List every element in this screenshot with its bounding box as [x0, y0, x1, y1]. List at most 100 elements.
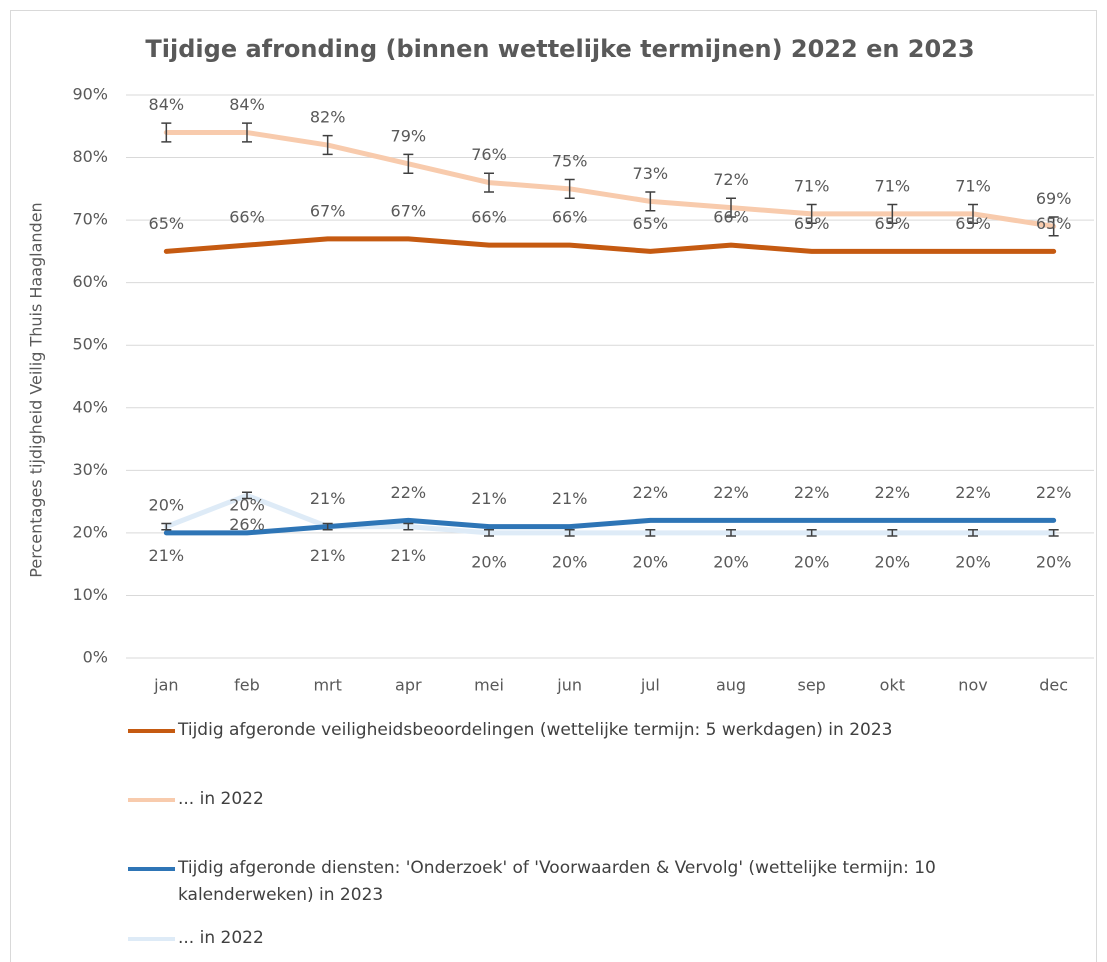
data-label: 65% [875, 214, 911, 233]
x-tick-label: apr [395, 676, 422, 695]
x-tick-label: jun [556, 676, 582, 695]
legend-swatch [128, 867, 175, 871]
error-bar [806, 203, 817, 224]
data-label: 20% [1036, 552, 1072, 571]
error-bar [322, 134, 333, 156]
y-tick-label: 30% [72, 460, 108, 479]
data-label: 20% [713, 552, 749, 571]
legend-swatch [128, 798, 175, 802]
y-tick-label: 80% [72, 147, 108, 166]
error-bar [161, 122, 172, 143]
data-label: 71% [794, 176, 830, 195]
error-bar [968, 529, 978, 537]
series-line [163, 492, 1057, 536]
legend-item: ... in 2022 [128, 786, 1028, 813]
error-bar [887, 529, 898, 537]
data-label: 21% [310, 489, 346, 508]
data-label: 22% [1036, 483, 1072, 502]
legend-label: Tijdig afgeronde diensten: 'Onderzoek' o… [178, 858, 936, 905]
data-label: 66% [713, 208, 749, 227]
error-bar [726, 529, 736, 537]
data-label: 21% [471, 489, 507, 508]
data-label: 20% [633, 552, 669, 571]
data-label: 21% [552, 489, 588, 508]
y-tick-label: 10% [72, 585, 108, 604]
y-tick-label: 20% [72, 522, 108, 541]
y-axis-label: Percentages tijdigheid Veilig Thuis Haag… [27, 202, 46, 577]
data-label: 66% [552, 208, 588, 227]
data-label: 71% [875, 176, 911, 195]
data-label: 20% [955, 552, 991, 571]
data-label: 26% [229, 515, 265, 534]
data-label: 65% [794, 214, 830, 233]
legend-label: Tijdig afgeronde veiligheidsbeoordelinge… [178, 720, 893, 740]
data-label: 66% [229, 208, 265, 227]
legend-label: ... in 2022 [178, 789, 264, 809]
error-bar [242, 491, 252, 500]
error-bar [322, 522, 333, 531]
error-bar [564, 178, 575, 199]
data-label: 71% [955, 176, 991, 195]
error-bar [645, 191, 656, 212]
data-label: 65% [149, 214, 185, 233]
y-tick-label: 0% [83, 648, 108, 667]
legend-label: ... in 2022 [178, 928, 264, 948]
chart-title: Tijdige afronding (binnen wettelijke ter… [145, 35, 974, 63]
data-label: 22% [391, 483, 427, 502]
error-bar [564, 529, 575, 537]
data-label: 20% [794, 552, 830, 571]
x-tick-label: mrt [313, 676, 341, 695]
x-tick-label: jan [153, 676, 178, 695]
y-tick-label: 60% [72, 272, 108, 291]
error-bar [403, 153, 414, 174]
data-label: 20% [229, 495, 265, 514]
legend-swatch [128, 729, 175, 733]
data-label: 22% [875, 483, 911, 502]
data-label: 84% [229, 95, 265, 114]
data-label: 73% [633, 164, 669, 183]
error-bar [403, 522, 414, 531]
data-label: 22% [633, 483, 669, 502]
x-tick-label: jul [640, 676, 660, 695]
series-line [163, 130, 1057, 229]
x-tick-label: okt [880, 676, 905, 695]
error-bar [887, 203, 898, 224]
data-label: 22% [794, 483, 830, 502]
data-label: 22% [713, 483, 749, 502]
series-line [163, 517, 1057, 536]
data-label: 82% [310, 108, 346, 127]
data-label: 72% [713, 170, 749, 189]
error-bar [645, 529, 656, 537]
error-bar [484, 529, 494, 537]
y-tick-label: 50% [72, 335, 108, 354]
data-label: 20% [875, 552, 911, 571]
x-tick-label: aug [716, 676, 746, 695]
error-bar [1048, 216, 1059, 237]
error-bar [161, 522, 172, 531]
data-label: 67% [391, 201, 427, 220]
legend-item: ... in 2022 [128, 925, 1028, 952]
x-tick-label: mei [474, 676, 504, 695]
error-bar [1048, 529, 1059, 537]
data-label: 65% [1036, 214, 1072, 233]
y-tick-label: 90% [72, 85, 108, 104]
data-label: 79% [391, 126, 427, 145]
data-label: 21% [310, 546, 346, 565]
data-label: 22% [955, 483, 991, 502]
x-tick-label: dec [1039, 676, 1068, 695]
error-bar [726, 197, 736, 218]
legend-item: Tijdig afgeronde veiligheidsbeoordelinge… [128, 717, 1028, 744]
data-label: 75% [552, 151, 588, 170]
data-label: 67% [310, 201, 346, 220]
data-label: 84% [149, 95, 185, 114]
data-label: 20% [471, 552, 507, 571]
data-label: 76% [471, 145, 507, 164]
x-tick-label: nov [958, 676, 987, 695]
error-bar [484, 172, 494, 193]
error-bar [806, 529, 817, 537]
data-label: 20% [552, 552, 588, 571]
data-label: 21% [391, 546, 427, 565]
chart-frame [10, 10, 1097, 962]
